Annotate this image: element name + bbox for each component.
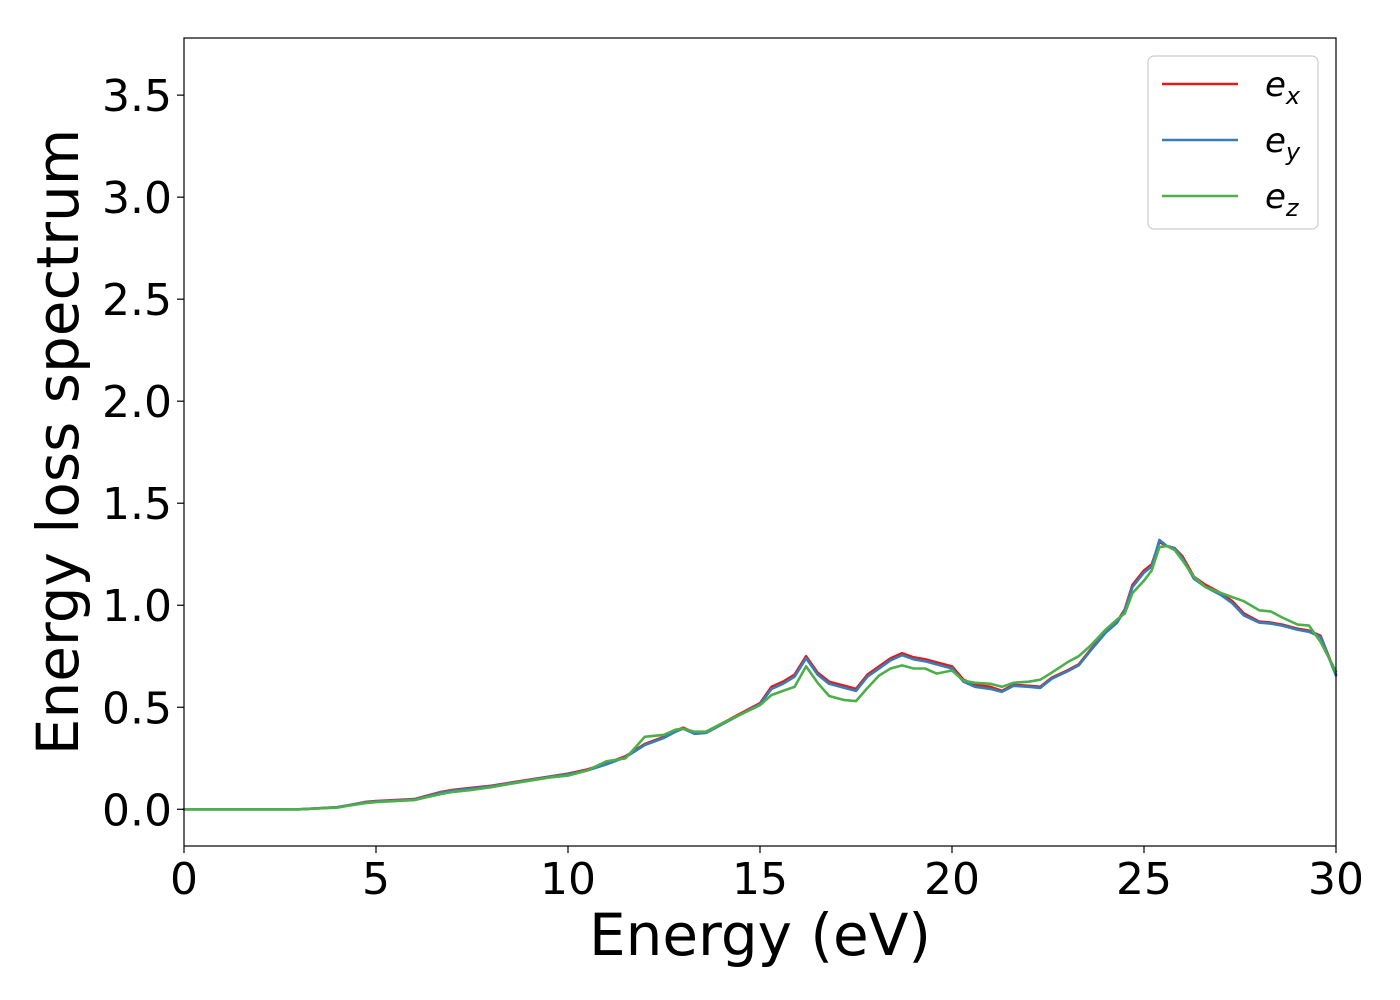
legend-label-subscript: z [1285,194,1300,222]
y-axis-title: Energy loss spectrum [24,129,92,755]
y-tick-label: 2.0 [102,377,172,428]
x-axis-ticks: 0 5 10 15 20 25 30 [170,846,1364,905]
legend-label-base: e [1265,121,1286,161]
y-tick-label: 0.0 [102,785,172,836]
x-tick-label: 25 [1116,854,1172,905]
y-tick-label: 3.5 [102,71,172,122]
legend-label-z: ez [1265,177,1300,222]
x-tick-label: 20 [924,854,980,905]
x-tick-label: 5 [362,854,390,905]
legend-label-base: e [1265,177,1286,217]
legend-box [1147,55,1319,230]
legend-label-base: e [1265,65,1286,105]
y-tick-label: 3.0 [102,173,172,224]
y-tick-label: 1.5 [102,479,172,530]
x-tick-label: 15 [732,854,788,905]
y-axis-ticks: 0.0 0.5 1.0 1.5 2.0 2.5 3.0 3.5 [102,71,184,836]
legend-label-x: ex [1265,65,1301,110]
y-tick-label: 1.0 [102,581,172,632]
plot-background [184,38,1336,846]
legend-label-subscript: x [1285,82,1301,110]
x-axis-title: Energy (eV) [589,901,931,969]
series-layer [182,538,1338,811]
x-tick-label: 30 [1308,854,1364,905]
x-tick-label: 0 [170,854,198,905]
series-line-z [182,544,1338,811]
y-tick-label: 2.5 [102,275,172,326]
x-tick-label: 10 [540,854,596,905]
legend-label-subscript: y [1285,138,1301,166]
y-tick-label: 0.5 [102,683,172,734]
legend-label-y: ey [1265,121,1301,166]
